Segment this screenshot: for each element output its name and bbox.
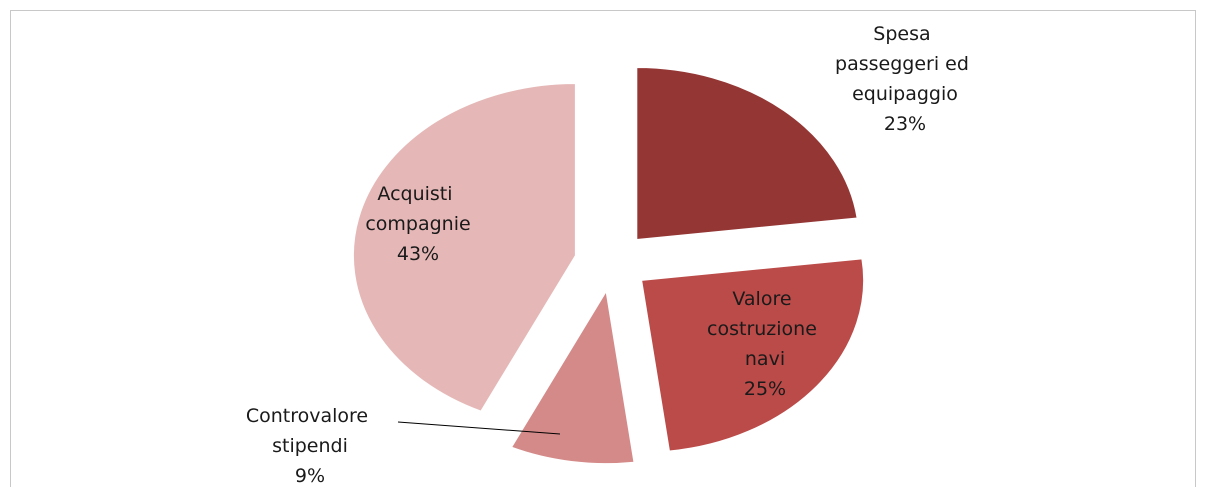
pie-slice xyxy=(510,290,635,465)
pie-slice xyxy=(641,258,865,452)
slice-category-label: Spesa passeggeri ed equipaggio xyxy=(835,23,975,105)
slice-category-label: Valore costruzione navi xyxy=(707,288,823,370)
slice-value-label: 23% xyxy=(884,113,926,135)
pie-slice xyxy=(352,82,576,412)
slice-category-label: Controvalore stipendi xyxy=(246,405,374,457)
slice-value-label: 9% xyxy=(295,465,325,487)
slice-category-label: Acquisti compagnie xyxy=(365,183,470,235)
slice-value-label: 43% xyxy=(397,243,439,265)
slice-value-label: 25% xyxy=(744,378,786,400)
leader-line xyxy=(397,421,561,435)
pie-slice xyxy=(636,66,858,241)
